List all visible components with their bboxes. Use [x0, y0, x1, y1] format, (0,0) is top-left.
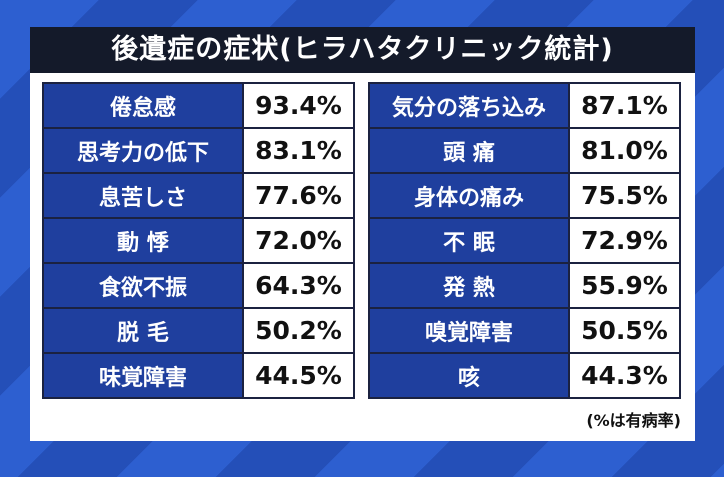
- symptom: 咳: [368, 352, 570, 399]
- row: 思考力の低下 83.1%: [42, 127, 355, 174]
- symptom: 思考力の低下: [42, 127, 244, 174]
- symptom: 嗅覚障害: [368, 307, 570, 354]
- rate: 64.3%: [242, 262, 355, 309]
- row: 不 眠 72.9%: [368, 217, 681, 264]
- rate: 50.5%: [568, 307, 681, 354]
- symptom: 脱 毛: [42, 307, 244, 354]
- rate: 75.5%: [568, 172, 681, 219]
- row: 動 悸 72.0%: [42, 217, 355, 264]
- rate: 83.1%: [242, 127, 355, 174]
- symptom: 頭 痛: [368, 127, 570, 174]
- row: 息苦しさ 77.6%: [42, 172, 355, 219]
- rate: 44.3%: [568, 352, 681, 399]
- rate: 55.9%: [568, 262, 681, 309]
- row: 咳 44.3%: [368, 352, 681, 399]
- symptom: 身体の痛み: [368, 172, 570, 219]
- panel: 倦怠感 93.4% 思考力の低下 83.1% 息苦しさ 77.6% 動 悸 72.0% 食欲不振…: [30, 73, 695, 441]
- symptom: 不 眠: [368, 217, 570, 264]
- symptom: 息苦しさ: [42, 172, 244, 219]
- row: 倦怠感 93.4%: [42, 82, 355, 129]
- symptom: 食欲不振: [42, 262, 244, 309]
- row: 味覚障害 44.5%: [42, 352, 355, 399]
- row: 発 熱 55.9%: [368, 262, 681, 309]
- row: 脱 毛 50.2%: [42, 307, 355, 354]
- row: 頭 痛 81.0%: [368, 127, 681, 174]
- symptom: 発 熱: [368, 262, 570, 309]
- table-right: 気分の落ち込み 87.1% 頭 痛 81.0% 身体の痛み 75.5% 不 眠 72.9% 発 …: [368, 82, 681, 399]
- symptom: 味覚障害: [42, 352, 244, 399]
- table-left: 倦怠感 93.4% 思考力の低下 83.1% 息苦しさ 77.6% 動 悸 72.0% 食欲不振…: [42, 82, 355, 399]
- row: 身体の痛み 75.5%: [368, 172, 681, 219]
- row: 気分の落ち込み 87.1%: [368, 82, 681, 129]
- symptom: 気分の落ち込み: [368, 82, 570, 129]
- rate: 50.2%: [242, 307, 355, 354]
- row: 食欲不振 64.3%: [42, 262, 355, 309]
- rate: 81.0%: [568, 127, 681, 174]
- rate: 93.4%: [242, 82, 355, 129]
- note: (%は有病率): [586, 411, 681, 430]
- rate: 77.6%: [242, 172, 355, 219]
- symptom: 倦怠感: [42, 82, 244, 129]
- title: 後遺症の症状(ヒラハタクリニック統計): [30, 27, 695, 73]
- rate: 87.1%: [568, 82, 681, 129]
- row: 嗅覚障害 50.5%: [368, 307, 681, 354]
- rate: 72.0%: [242, 217, 355, 264]
- symptom: 動 悸: [42, 217, 244, 264]
- rate: 44.5%: [242, 352, 355, 399]
- rate: 72.9%: [568, 217, 681, 264]
